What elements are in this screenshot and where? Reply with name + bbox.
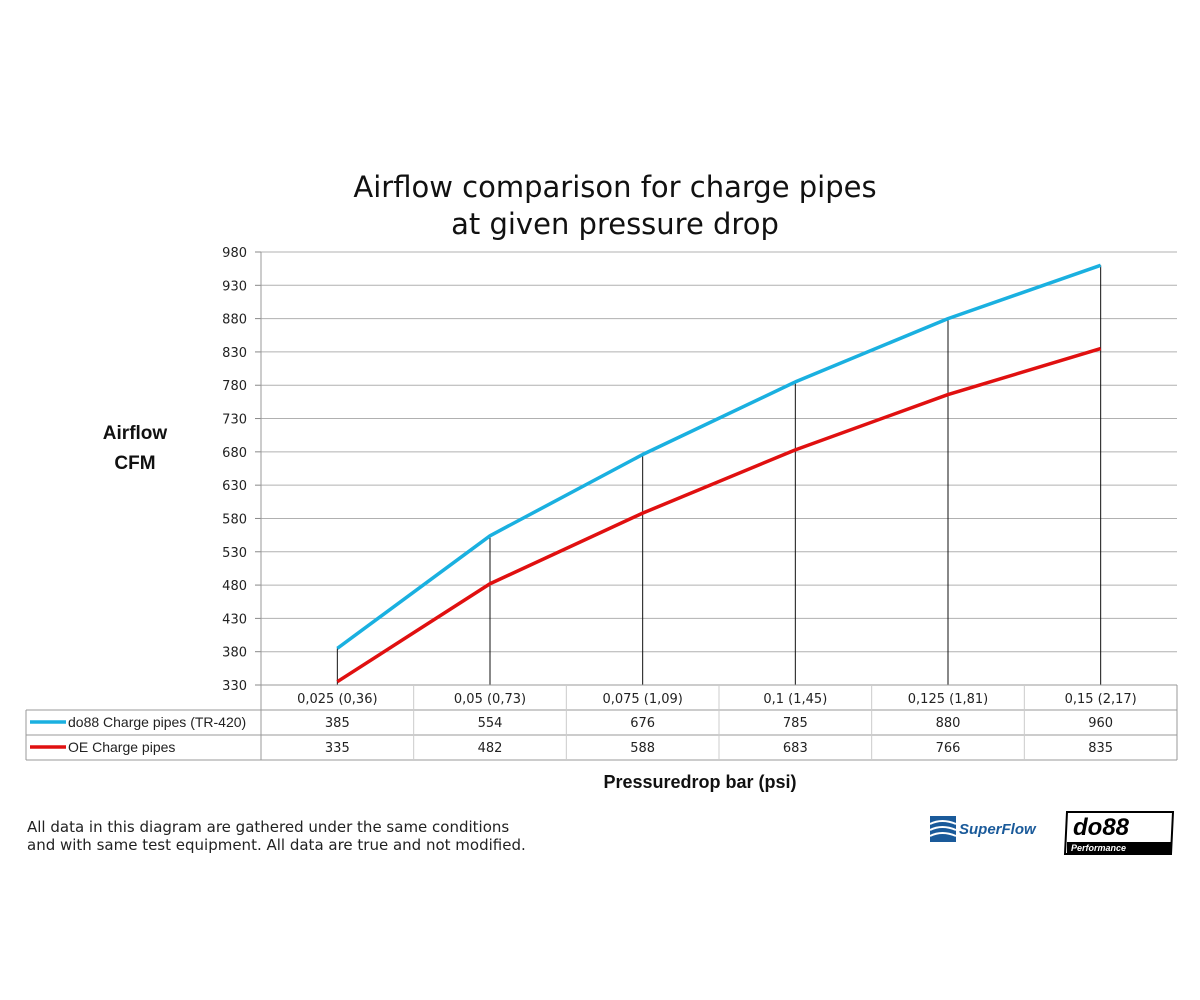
data-label: 785 <box>783 716 808 731</box>
footnote-line2: and with same test equipment. All data a… <box>27 836 526 854</box>
data-label: 676 <box>630 716 655 731</box>
data-label: 554 <box>478 716 503 731</box>
data-label: 385 <box>325 716 350 731</box>
x-tick-label: 0,025 (0,36) <box>297 692 377 707</box>
x-tick-label: 0,075 (1,09) <box>602 692 682 707</box>
y-axis-label-line1: Airflow <box>102 423 168 444</box>
y-tick-label: 930 <box>222 279 247 294</box>
data-label: 588 <box>630 741 655 756</box>
legend-label-0: do88 Charge pipes (TR-420) <box>68 714 246 730</box>
x-tick-label: 0,15 (2,17) <box>1065 692 1137 707</box>
y-tick-label: 830 <box>222 346 247 361</box>
legend-label-1: OE Charge pipes <box>68 739 175 755</box>
y-tick-label: 880 <box>222 313 247 328</box>
x-axis-label: Pressuredrop bar (psi) <box>603 772 797 792</box>
y-tick-label: 580 <box>222 512 247 527</box>
footnote: All data in this diagram are gathered un… <box>27 818 526 854</box>
x-tick-label: 0,05 (0,73) <box>454 692 526 707</box>
y-tick-label: 530 <box>222 546 247 561</box>
y-tick-label: 730 <box>222 413 247 428</box>
x-tick-label: 0,1 (1,45) <box>763 692 827 707</box>
y-tick-label: 380 <box>222 646 247 661</box>
y-tick-label: 330 <box>222 679 247 694</box>
data-label: 880 <box>936 716 961 731</box>
chart-title-line1: Airflow comparison for charge pipes <box>353 170 877 204</box>
x-tick-label: 0,125 (1,81) <box>908 692 988 707</box>
svg-text:SuperFlow: SuperFlow <box>959 821 1037 838</box>
svg-text:Performance: Performance <box>1071 843 1126 853</box>
y-axis-label-line2: CFM <box>114 453 156 474</box>
data-label: 335 <box>325 741 350 756</box>
chart-title-line2: at given pressure drop <box>451 207 779 241</box>
data-label: 683 <box>783 741 808 756</box>
series-line-1 <box>336 346 1102 684</box>
superflow-logo: SuperFlow <box>929 816 1037 842</box>
y-tick-label: 630 <box>222 479 247 494</box>
y-tick-label: 980 <box>222 246 247 261</box>
footnote-line1: All data in this diagram are gathered un… <box>27 818 510 836</box>
do88-logo: do88 Performance <box>1063 811 1175 855</box>
y-tick-label: 780 <box>222 379 247 394</box>
series-line-0 <box>336 263 1102 650</box>
data-label: 960 <box>1088 716 1113 731</box>
data-label: 835 <box>1088 741 1113 756</box>
data-label: 766 <box>936 741 961 756</box>
svg-text:do88: do88 <box>1073 814 1130 841</box>
y-tick-label: 680 <box>222 446 247 461</box>
y-tick-label: 480 <box>222 579 247 594</box>
y-tick-label: 430 <box>222 612 247 627</box>
data-label: 482 <box>478 741 503 756</box>
